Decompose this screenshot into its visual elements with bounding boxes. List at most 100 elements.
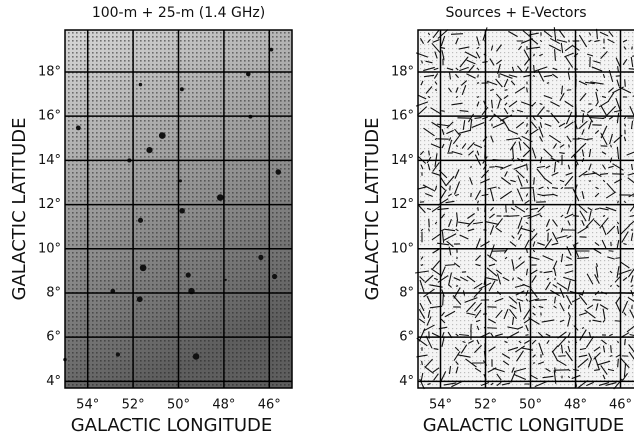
- e-vector-texture: [578, 312, 588, 316]
- e-vector-texture: [530, 269, 538, 275]
- e-vector-texture: [600, 365, 608, 375]
- e-vector-texture: [538, 305, 544, 309]
- e-vector-texture: [427, 32, 431, 36]
- e-vector-texture: [495, 218, 503, 228]
- e-vector-texture: [594, 274, 600, 284]
- x-tick-label: 46°: [258, 398, 281, 413]
- e-vector-texture: [450, 33, 464, 35]
- e-vector-texture: [538, 342, 544, 356]
- e-vector-texture: [623, 136, 627, 142]
- e-vector-texture: [419, 150, 425, 156]
- e-vector-texture: [515, 261, 525, 269]
- e-vector-texture: [461, 143, 467, 149]
- e-vector-texture: [516, 109, 524, 113]
- e-vector-texture: [440, 228, 446, 232]
- e-vector-texture: [443, 233, 457, 241]
- e-vector-texture: [623, 200, 627, 204]
- y-tick-label: 14°: [391, 153, 414, 168]
- e-vector-texture: [421, 60, 423, 64]
- e-vector-texture: [427, 383, 431, 385]
- e-vector-texture: [522, 148, 532, 158]
- e-vector-texture: [451, 102, 463, 106]
- e-vector-texture: [627, 177, 634, 184]
- e-vector-texture: [440, 266, 446, 278]
- e-vector-texture: [564, 213, 574, 219]
- e-vector-texture: [420, 80, 424, 86]
- y-tick-label: 10°: [38, 241, 61, 256]
- e-vector-texture: [466, 73, 476, 79]
- e-vector-texture: [427, 95, 431, 99]
- e-vector-texture: [556, 235, 568, 239]
- e-vector-texture: [628, 193, 634, 198]
- e-vector-texture: [455, 87, 459, 93]
- e-vector-texture: [440, 213, 446, 219]
- e-vector-texture: [628, 68, 634, 70]
- e-vector-texture: [543, 94, 553, 100]
- e-vector-texture: [511, 316, 515, 326]
- x-tick-label: 48°: [564, 398, 587, 413]
- e-vector-texture: [529, 207, 539, 211]
- e-vector-texture: [620, 225, 630, 235]
- e-vector-texture: [448, 72, 452, 80]
- e-vector-texture: [543, 238, 553, 250]
- e-vector-texture: [578, 170, 588, 178]
- e-vector-texture: [551, 172, 559, 176]
- e-vector-texture: [608, 30, 614, 38]
- e-vector-texture: [474, 309, 482, 319]
- e-vector-texture: [553, 161, 557, 173]
- e-vector-texture: [522, 30, 532, 38]
- e-vector-texture: [464, 51, 478, 59]
- e-vector-texture: [419, 302, 425, 312]
- e-vector-texture: [427, 310, 431, 318]
- e-vector-texture: [595, 303, 599, 311]
- e-vector-texture: [542, 255, 554, 261]
- e-vector-texture: [497, 99, 501, 109]
- e-vector-texture: [504, 89, 508, 91]
- e-vector-texture: [511, 110, 515, 112]
- e-vector-texture: [581, 109, 585, 113]
- y-axis-label: GALACTIC LATITUDE: [362, 118, 383, 301]
- e-vector-texture: [534, 380, 548, 388]
- e-vector-texture: [567, 304, 571, 310]
- e-vector-texture: [543, 74, 553, 78]
- e-vector-texture: [567, 109, 571, 113]
- e-vector-texture: [554, 367, 556, 373]
- e-vector-texture: [441, 129, 445, 135]
- e-vector-texture: [487, 327, 497, 329]
- e-vector-texture: [431, 233, 441, 241]
- e-vector-texture: [511, 259, 515, 271]
- x-tick-label: 50°: [167, 398, 190, 413]
- e-vector-texture: [513, 164, 527, 170]
- e-vector-texture: [490, 88, 494, 92]
- e-vector-texture: [434, 137, 438, 141]
- panel-title: Sources + E-Vectors: [446, 5, 587, 21]
- e-vector-texture: [516, 326, 524, 330]
- e-vector-texture: [517, 225, 523, 235]
- source-blob: [275, 169, 282, 175]
- e-vector-texture: [539, 122, 543, 128]
- e-vector-texture: [517, 277, 523, 281]
- e-vector-texture: [427, 163, 431, 171]
- e-vector-texture: [579, 329, 587, 341]
- e-vector-texture: [557, 336, 567, 348]
- e-vector-texture: [525, 221, 529, 225]
- e-vector-texture: [490, 99, 494, 109]
- e-vector-texture: [526, 163, 528, 171]
- e-vector-texture: [437, 275, 449, 283]
- e-vector-texture: [513, 374, 527, 380]
- e-vector-texture: [567, 312, 571, 316]
- e-vector-texture: [461, 84, 467, 96]
- e-vector-texture: [525, 268, 529, 276]
- e-vector-texture: [525, 129, 529, 135]
- e-vector-texture: [488, 346, 496, 352]
- e-vector-texture: [440, 35, 446, 47]
- e-vector-texture: [599, 217, 609, 229]
- e-vector-texture: [502, 276, 510, 282]
- e-vector-texture: [507, 346, 519, 352]
- e-vector-texture: [564, 270, 574, 274]
- e-vector-texture: [552, 284, 558, 288]
- e-vector-texture: [525, 193, 529, 197]
- e-vector-texture: [419, 276, 425, 282]
- e-vector-texture: [495, 78, 503, 88]
- source-blob: [269, 47, 274, 52]
